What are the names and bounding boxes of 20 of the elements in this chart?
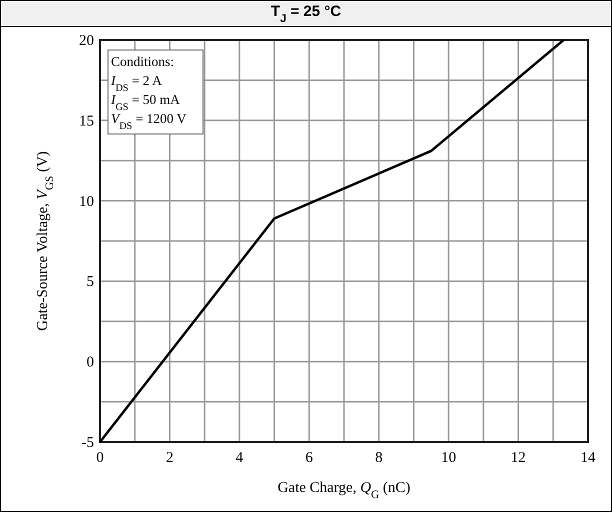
- y-tick-label: 0: [86, 354, 94, 371]
- y-tick-label: 10: [79, 194, 94, 210]
- x-tick-label: 8: [375, 450, 383, 466]
- x-tick-label: 12: [510, 450, 526, 466]
- y-tick-label: -5: [82, 435, 94, 451]
- chart-title: T$_{J}$ = 25 °C: [270, 3, 342, 25]
- annotation: I$_{GS}$ = 50 mA: [110, 92, 180, 112]
- x-tick-label: 6: [305, 450, 314, 466]
- annotation: I$_{DS}$ = 2 A: [110, 73, 162, 94]
- annotation: V$_{DS}$ = 1200 V: [111, 111, 187, 132]
- x-tick-label: 4: [236, 450, 244, 466]
- x-axis-title: Gate Charge, Q$_{G}$ (nC): [278, 480, 410, 501]
- x-tick-label: 2: [166, 450, 174, 466]
- line-series: [98, 38, 565, 444]
- y-tick-label: 20: [79, 33, 94, 49]
- x-tick-label: 14: [580, 450, 596, 466]
- y-tick-label: 15: [79, 113, 94, 130]
- annotation: Conditions:: [111, 54, 174, 69]
- y-tick-label: 5: [86, 274, 94, 290]
- x-tick-label: 10: [441, 450, 456, 466]
